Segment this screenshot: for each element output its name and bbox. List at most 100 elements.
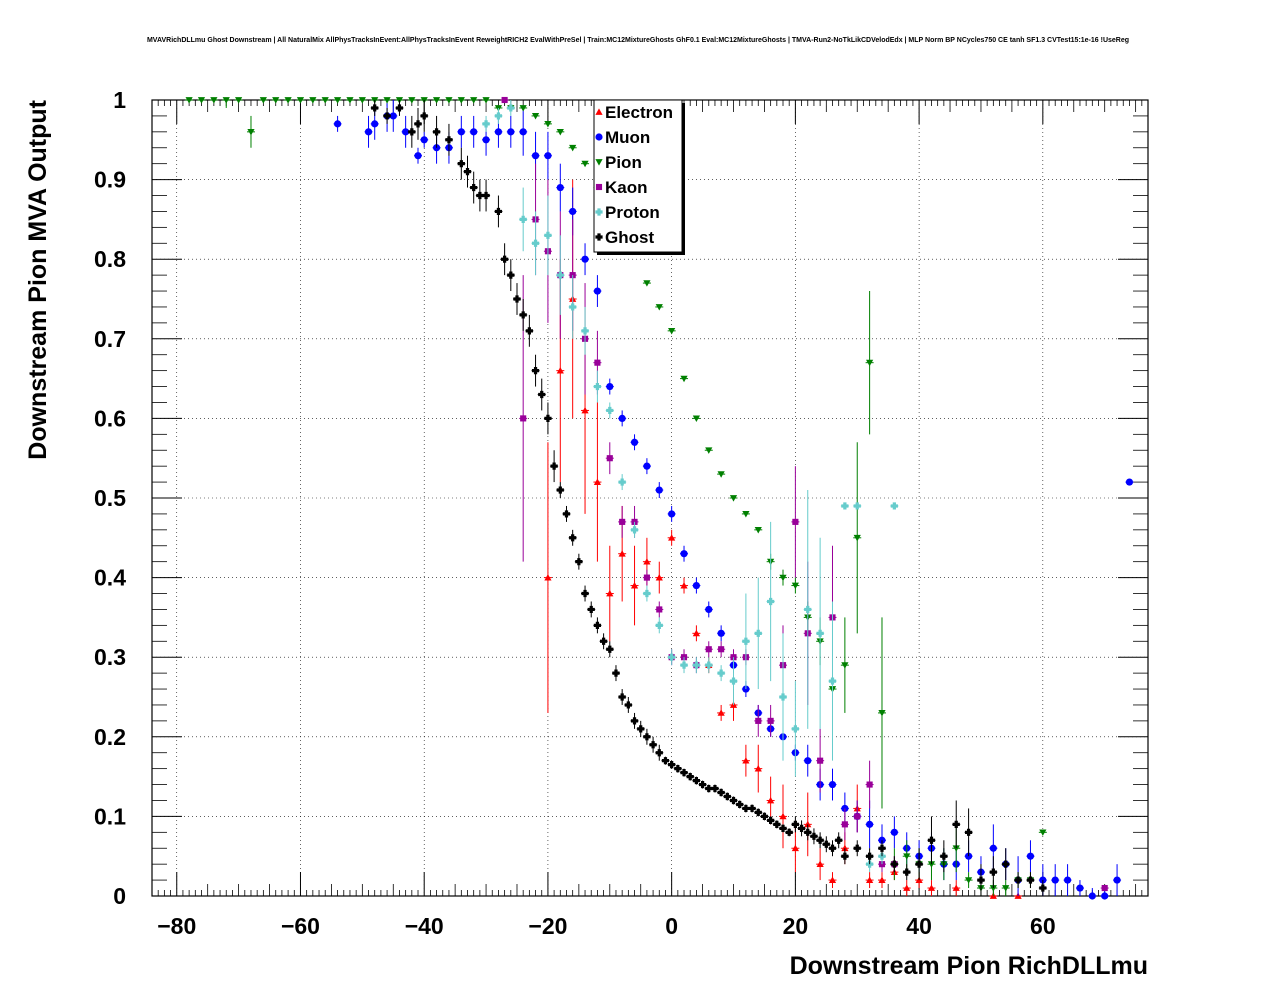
data-point-pion: [383, 97, 392, 104]
data-point-proton: [729, 657, 738, 705]
marker-proton: [668, 653, 676, 661]
data-point-electron: [605, 545, 614, 642]
marker-proton: [544, 231, 552, 239]
marker-ghost: [835, 836, 843, 844]
data-point-muon: [457, 115, 466, 148]
data-point-muon: [1088, 888, 1097, 900]
data-point-muon: [1100, 888, 1109, 900]
marker-ghost: [754, 808, 762, 817]
marker-pion: [235, 97, 243, 104]
legend-label: Muon: [605, 128, 650, 147]
marker-ghost: [927, 836, 936, 844]
marker-ghost: [698, 780, 707, 789]
marker-ghost: [748, 804, 756, 813]
data-point-muon: [389, 100, 398, 132]
data-point-ghost: [779, 824, 788, 833]
marker-electron: [556, 367, 564, 374]
marker-ghost: [804, 828, 812, 836]
marker-pion: [729, 495, 738, 502]
data-point-electron: [816, 848, 825, 881]
marker-ghost: [890, 860, 898, 868]
data-point-electron: [543, 442, 552, 713]
marker-muon: [531, 152, 540, 160]
y-tick-label: 1: [113, 87, 126, 113]
marker-muon: [581, 255, 589, 263]
legend: Electron Muon Pion Kaon Proton Ghost: [593, 99, 685, 255]
data-point-proton: [482, 115, 491, 132]
marker-muon: [364, 128, 373, 136]
marker-ghost: [822, 840, 830, 848]
y-axis-title: Downstream Pion MVA Output: [24, 99, 52, 459]
data-point-proton: [581, 306, 590, 355]
marker-kaon: [718, 646, 725, 653]
data-point-proton: [543, 195, 552, 276]
y-tick-label: 0.2: [94, 724, 126, 750]
marker-muon: [680, 550, 688, 558]
marker-ghost: [513, 295, 521, 303]
legend-label: Ghost: [605, 228, 654, 247]
data-point-ghost: [964, 808, 973, 857]
data-point-muon: [420, 131, 429, 148]
marker-muon: [556, 183, 564, 192]
data-point-ghost: [568, 529, 577, 546]
marker-pion: [383, 97, 391, 104]
marker-ghost: [637, 725, 645, 733]
marker-kaon: [680, 654, 688, 661]
marker-muon: [569, 207, 577, 216]
series-proton: [482, 100, 899, 873]
data-point-pion: [655, 304, 664, 311]
marker-ghost: [964, 828, 973, 836]
data-point-ghost: [537, 378, 546, 411]
data-point-kaon: [655, 601, 664, 618]
data-point-pion: [469, 97, 478, 104]
data-point-muon: [1113, 864, 1122, 896]
data-point-electron: [927, 880, 936, 896]
marker-ghost: [507, 271, 515, 279]
legend-box: [593, 99, 683, 253]
marker-ghost: [395, 104, 404, 112]
marker-pion: [952, 845, 960, 852]
data-point-pion: [333, 97, 342, 104]
y-tick-label: 0.3: [94, 644, 126, 670]
data-point-kaon: [704, 641, 713, 658]
data-point-proton: [803, 490, 812, 729]
marker-pion: [903, 853, 911, 860]
chart-title: MVAVRichDLLmu Ghost Downstream | All Nat…: [147, 37, 1129, 44]
marker-ghost: [866, 852, 874, 860]
marker-pion: [989, 885, 997, 892]
data-point-ghost: [754, 808, 763, 817]
marker-ghost: [742, 804, 750, 813]
data-point-proton: [642, 585, 651, 602]
marker-pion: [742, 511, 750, 518]
data-point-ghost: [692, 776, 701, 785]
data-point-proton: [890, 502, 899, 510]
marker-kaon: [520, 415, 527, 422]
marker-electron: [742, 757, 750, 764]
data-point-muon: [667, 505, 676, 522]
marker-ghost: [649, 741, 657, 749]
data-point-kaon: [500, 96, 509, 104]
marker-muon: [519, 128, 527, 136]
data-point-proton: [605, 402, 614, 419]
data-point-muon: [1063, 864, 1072, 896]
data-point-proton: [494, 107, 503, 124]
data-point-ghost: [828, 840, 837, 857]
marker-ghost: [371, 104, 379, 112]
marker-electron: [630, 581, 639, 589]
marker-muon: [507, 128, 515, 136]
marker-pion: [210, 97, 218, 104]
marker-pion: [197, 97, 206, 104]
data-point-ghost: [661, 756, 670, 765]
marker-electron: [680, 581, 688, 589]
marker-kaon: [594, 359, 601, 366]
data-point-pion: [519, 105, 528, 112]
marker-proton: [791, 725, 799, 733]
marker-muon: [470, 128, 478, 136]
data-point-muon: [1026, 840, 1035, 873]
data-point-ghost: [444, 123, 453, 156]
marker-muon: [964, 852, 973, 860]
marker-proton: [655, 621, 663, 629]
data-point-ghost: [420, 100, 429, 132]
marker-pion: [717, 471, 725, 478]
data-point-ghost: [494, 195, 503, 228]
